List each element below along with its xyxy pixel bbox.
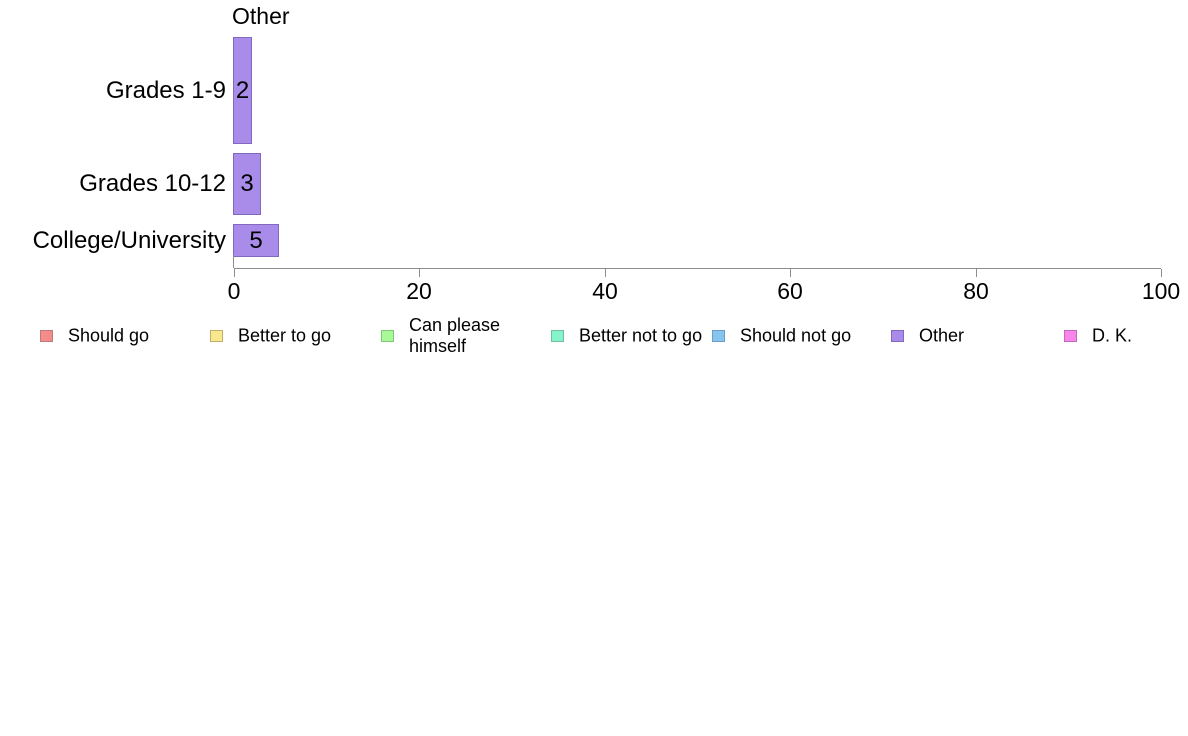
bar-value-label: 3: [240, 170, 254, 197]
x-axis-tick-label: 40: [592, 278, 618, 304]
legend-swatch-better-not-to-go: [551, 330, 564, 342]
legend-swatch-d-k-: [1064, 330, 1077, 342]
legend-label: Should go: [68, 325, 150, 346]
x-axis-tick: [976, 269, 977, 277]
legend-swatch-should-go: [40, 330, 53, 342]
chart-title: Other: [232, 3, 290, 29]
category-label: College/University: [32, 226, 226, 254]
legend-swatch-better-to-go: [210, 330, 223, 342]
bar-grades-10-12: [233, 153, 261, 215]
bar-value-label: 2: [235, 76, 250, 104]
legend-label: Better to go: [238, 325, 332, 346]
legend-label: Better not to go: [579, 325, 703, 346]
x-axis-tick: [790, 269, 791, 277]
x-axis-tick-label: 80: [963, 278, 989, 304]
legend-swatch-other: [891, 330, 904, 342]
x-axis-tick-label: 0: [227, 278, 241, 304]
category-label: Grades 10-12: [79, 170, 226, 197]
legend-label: Should not go: [740, 325, 852, 346]
x-axis-tick: [605, 269, 606, 277]
legend-label: Can please himself: [409, 315, 501, 356]
category-label: Grades 1-9: [105, 76, 226, 104]
bar-value-label: 5: [249, 226, 263, 254]
x-axis-tick: [234, 269, 235, 277]
legend-label: D. K.: [1092, 325, 1133, 346]
x-axis-tick-label: 60: [777, 278, 803, 304]
legend-swatch-can-please-himself: [381, 330, 394, 342]
x-axis-tick: [419, 269, 420, 277]
x-axis-tick-label: 100: [1141, 278, 1181, 304]
x-axis-tick-label: 20: [406, 278, 432, 304]
bar-college-university: [233, 224, 279, 257]
legend-swatch-should-not-go: [712, 330, 725, 342]
y-axis-cap: [233, 255, 234, 268]
x-axis-line: [234, 268, 1161, 269]
legend-label: Other: [919, 325, 965, 346]
x-axis-tick: [1161, 269, 1162, 277]
bar-grades-1-9: [233, 37, 252, 144]
